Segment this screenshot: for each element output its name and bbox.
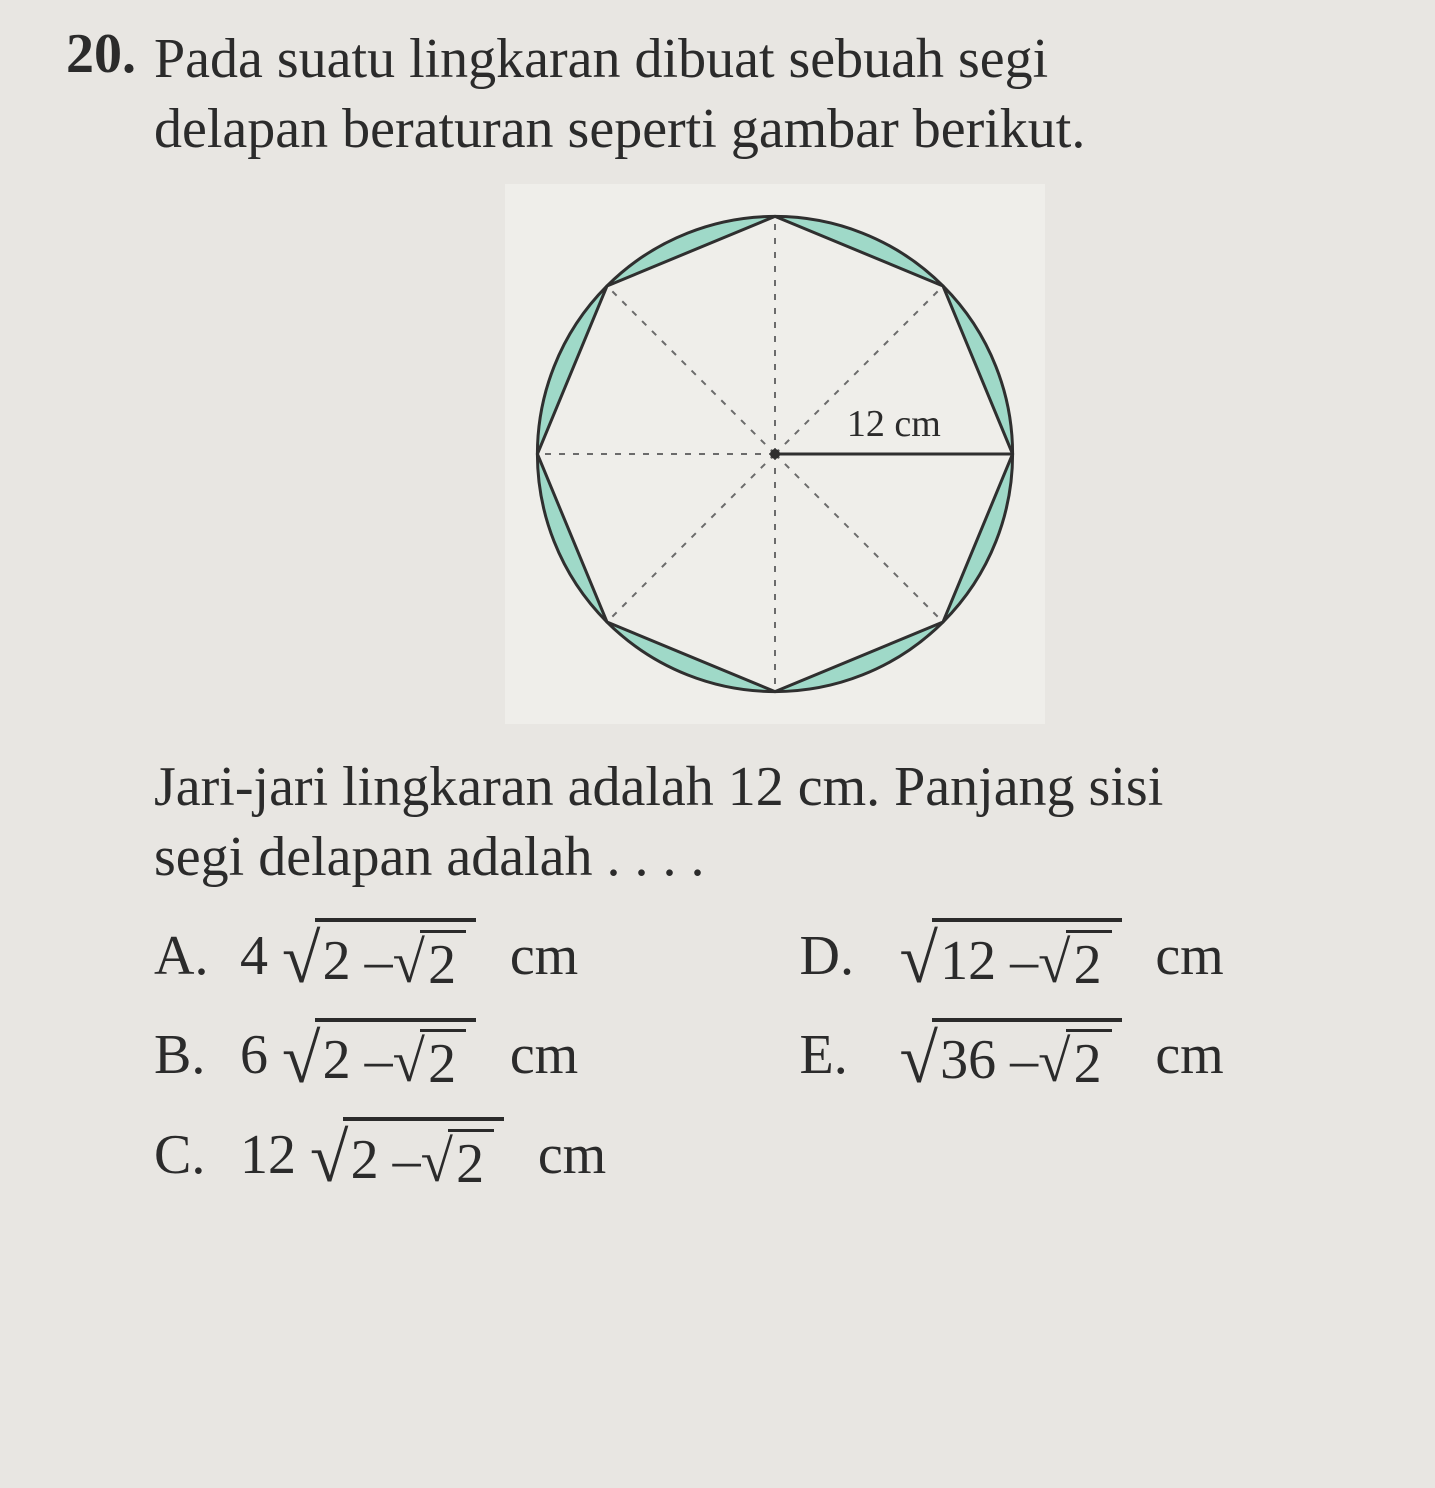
- sqrt-inner: √ 2: [393, 930, 466, 992]
- inner-radicand: 2: [420, 1029, 466, 1091]
- page: 20. Pada suatu lingkaran dibuat sebuah s…: [0, 0, 1435, 1233]
- unit: cm: [1155, 924, 1223, 988]
- radical-icon: √: [1038, 1033, 1070, 1092]
- sqrt-inner: √ 2: [421, 1129, 494, 1191]
- option-coef: 12: [240, 1123, 296, 1187]
- inner-radicand-value: 2: [1074, 937, 1102, 993]
- option-expression: √ 36 – √ 2 cm: [886, 1018, 1224, 1094]
- radical-icon: √: [900, 1025, 938, 1095]
- inner-radicand-value: 2: [428, 1036, 456, 1092]
- question-stem: Pada suatu lingkaran dibuat sebuah segi …: [154, 24, 1395, 164]
- option-letter: A.: [154, 924, 214, 988]
- unit: cm: [510, 924, 578, 988]
- sqrt-outer: √ 12 – √ 2: [900, 918, 1122, 994]
- radical-icon: √: [421, 1133, 453, 1192]
- radicand-prefix: 2 –: [323, 1032, 393, 1088]
- figure-wrap: 12 cm: [154, 184, 1395, 724]
- option-letter: B.: [154, 1023, 214, 1087]
- unit: cm: [510, 1023, 578, 1087]
- unit: cm: [538, 1123, 606, 1187]
- sqrt-inner: √ 2: [1038, 1029, 1111, 1091]
- unit: cm: [1155, 1023, 1223, 1087]
- sqrt-inner: √ 2: [393, 1029, 466, 1091]
- radicand: 36 – √ 2: [932, 1018, 1121, 1094]
- svg-text:12 cm: 12 cm: [846, 403, 940, 445]
- radical-icon: √: [900, 925, 938, 995]
- sqrt-outer: √ 36 – √ 2: [900, 1018, 1122, 1094]
- inner-radicand: 2: [420, 930, 466, 992]
- radicand: 12 – √ 2: [932, 918, 1121, 994]
- radicand-prefix: 12 –: [940, 933, 1038, 989]
- inner-radicand-value: 2: [1074, 1036, 1102, 1092]
- question-row: 20. Pada suatu lingkaran dibuat sebuah s…: [36, 24, 1395, 1193]
- question-body: Pada suatu lingkaran dibuat sebuah segi …: [154, 24, 1395, 1193]
- option-coef: 6: [240, 1023, 268, 1087]
- radicand-prefix: 2 –: [351, 1132, 421, 1188]
- radicand: 2 – √ 2: [315, 918, 476, 994]
- inner-radicand: 2: [448, 1129, 494, 1191]
- sqrt-outer: √ 2 – √ 2: [282, 1018, 476, 1094]
- stem-line-2: delapan beraturan seperti gambar berikut…: [154, 98, 1085, 160]
- radical-icon: √: [282, 925, 320, 995]
- option-letter: D.: [800, 924, 860, 988]
- answer-options: A. 4 √ 2 – √ 2: [154, 918, 1395, 1193]
- post-line-1: Jari-jari lingkaran adalah 12 cm. Panjan…: [154, 756, 1163, 818]
- option-letter: E.: [800, 1023, 860, 1087]
- option-b: B. 6 √ 2 – √ 2: [154, 1018, 750, 1094]
- radical-icon: √: [310, 1124, 348, 1194]
- option-c: C. 12 √ 2 – √ 2: [154, 1117, 750, 1193]
- octagon-diagram: 12 cm: [505, 184, 1045, 724]
- option-expression: 6 √ 2 – √ 2: [240, 1018, 578, 1094]
- radicand: 2 – √ 2: [315, 1018, 476, 1094]
- inner-radicand-value: 2: [456, 1136, 484, 1192]
- radical-icon: √: [282, 1025, 320, 1095]
- post-line-2: segi delapan adalah . . . .: [154, 826, 704, 888]
- radical-icon: √: [1038, 934, 1070, 993]
- option-d: D. √ 12 – √ 2: [800, 918, 1396, 994]
- option-letter: C.: [154, 1123, 214, 1187]
- option-expression: 12 √ 2 – √ 2: [240, 1117, 606, 1193]
- option-coef: 4: [240, 924, 268, 988]
- inner-radicand-value: 2: [428, 937, 456, 993]
- question-number: 20.: [36, 24, 136, 86]
- option-e: E. √ 36 – √ 2: [800, 1018, 1396, 1094]
- radicand-prefix: 36 –: [940, 1032, 1038, 1088]
- option-a: A. 4 √ 2 – √ 2: [154, 918, 750, 994]
- inner-radicand: 2: [1066, 1029, 1112, 1091]
- radical-icon: √: [393, 934, 425, 993]
- sqrt-inner: √ 2: [1038, 930, 1111, 992]
- sqrt-outer: √ 2 – √ 2: [282, 918, 476, 994]
- option-expression: 4 √ 2 – √ 2: [240, 918, 578, 994]
- radical-icon: √: [393, 1033, 425, 1092]
- radicand-prefix: 2 –: [323, 933, 393, 989]
- radicand: 2 – √ 2: [343, 1117, 504, 1193]
- option-expression: √ 12 – √ 2 cm: [886, 918, 1224, 994]
- sqrt-outer: √ 2 – √ 2: [310, 1117, 504, 1193]
- question-post-stem: Jari-jari lingkaran adalah 12 cm. Panjan…: [154, 752, 1395, 892]
- stem-line-1: Pada suatu lingkaran dibuat sebuah segi: [154, 28, 1048, 90]
- inner-radicand: 2: [1066, 930, 1112, 992]
